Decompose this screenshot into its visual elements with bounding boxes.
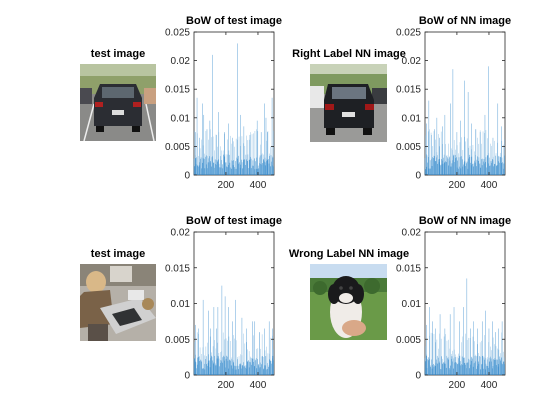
ytick-label: 0.015 bbox=[396, 263, 421, 274]
test-image-office bbox=[80, 264, 156, 341]
ytick-label: 0.015 bbox=[165, 263, 190, 274]
img-title-2: Right Label NN image bbox=[292, 48, 406, 60]
ytick-label: 0.025 bbox=[396, 28, 421, 39]
wrong-nn-image-dog bbox=[310, 264, 387, 340]
ytick-label: 0.01 bbox=[402, 113, 422, 124]
ytick-label: 0.02 bbox=[402, 56, 422, 67]
bow-title-3: BoW of test image bbox=[186, 215, 282, 227]
xtick-label: 400 bbox=[481, 180, 498, 191]
ytick-label: 0.015 bbox=[396, 85, 421, 96]
bow-title-1: BoW of test image bbox=[186, 15, 282, 27]
ytick-label: 0 bbox=[415, 171, 421, 182]
ytick-label: 0 bbox=[415, 371, 421, 382]
ytick-label: 0.005 bbox=[165, 142, 190, 153]
xtick-label: 200 bbox=[218, 380, 235, 391]
xtick-label: 200 bbox=[218, 180, 235, 191]
xtick-label: 400 bbox=[250, 180, 267, 191]
ytick-label: 0.015 bbox=[165, 85, 190, 96]
img-title-3: test image bbox=[90, 248, 146, 260]
xtick-label: 200 bbox=[449, 380, 466, 391]
test-image-car bbox=[80, 64, 156, 141]
ytick-label: 0.025 bbox=[165, 28, 190, 39]
img-title-4: Wrong Label NN image bbox=[288, 248, 410, 260]
ytick-label: 0 bbox=[184, 371, 190, 382]
ytick-label: 0.005 bbox=[396, 335, 421, 346]
bow-title-2: BoW of NN image bbox=[418, 15, 512, 27]
ytick-label: 0.02 bbox=[402, 228, 422, 239]
xtick-label: 400 bbox=[250, 380, 267, 391]
xtick-label: 200 bbox=[449, 180, 466, 191]
ytick-label: 0.005 bbox=[396, 142, 421, 153]
ytick-label: 0.02 bbox=[171, 56, 191, 67]
right-nn-image-car bbox=[310, 64, 387, 142]
ytick-label: 0.005 bbox=[165, 335, 190, 346]
xtick-label: 400 bbox=[481, 380, 498, 391]
ytick-label: 0.01 bbox=[402, 299, 422, 310]
ytick-label: 0 bbox=[184, 171, 190, 182]
img-title-1: test image bbox=[90, 48, 146, 60]
bow-title-4: BoW of NN image bbox=[418, 215, 512, 227]
ytick-label: 0.01 bbox=[171, 299, 191, 310]
ytick-label: 0.02 bbox=[171, 228, 191, 239]
ytick-label: 0.01 bbox=[171, 113, 191, 124]
